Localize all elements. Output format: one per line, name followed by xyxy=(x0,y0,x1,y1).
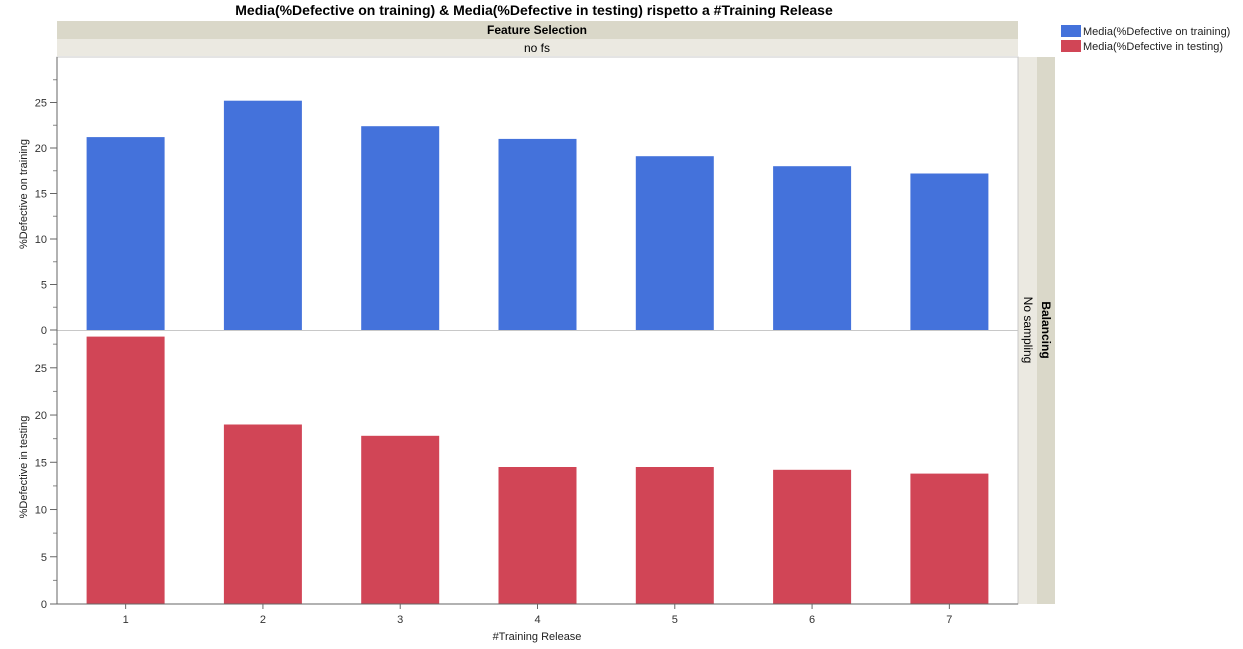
y-tick-label: 15 xyxy=(35,457,47,469)
bar-training-7 xyxy=(910,173,989,330)
column-group-label: Feature Selection xyxy=(487,23,587,37)
bar-testing-4 xyxy=(498,467,577,604)
bar-testing-7 xyxy=(910,473,989,604)
y-axis-label-training: %Defective on training xyxy=(18,139,30,249)
y-tick-label: 15 xyxy=(35,189,47,201)
x-tick-label: 4 xyxy=(534,614,540,626)
legend-label-testing: Media(%Defective in testing) xyxy=(1083,41,1223,53)
bar-training-1 xyxy=(86,137,165,330)
x-tick-label: 7 xyxy=(946,614,952,626)
y-tick-label: 0 xyxy=(41,325,47,337)
y-tick-label: 25 xyxy=(35,363,47,375)
x-tick-label: 3 xyxy=(397,614,403,626)
bar-testing-5 xyxy=(635,467,714,604)
y-tick-label: 10 xyxy=(35,505,47,517)
bar-training-6 xyxy=(773,166,852,330)
bar-training-2 xyxy=(223,100,302,330)
bar-training-3 xyxy=(361,126,440,330)
row-group-label: Balancing xyxy=(1039,301,1053,358)
row-group-header xyxy=(1037,57,1055,604)
column-level-label: no fs xyxy=(524,41,550,55)
bar-training-4 xyxy=(498,138,577,330)
y-tick-label: 10 xyxy=(35,234,47,246)
legend-swatch-testing xyxy=(1061,40,1081,52)
x-axis-layer: 1 2 3 4 5 6 7 xyxy=(57,603,1018,626)
y-tick-label: 5 xyxy=(41,552,47,564)
row-level-label: No sampling xyxy=(1021,297,1035,364)
y-tick-label: 0 xyxy=(41,599,47,611)
y-tick-label: 25 xyxy=(35,98,47,110)
legend: Media(%Defective on training) Media(%Def… xyxy=(1061,25,1230,53)
legend-swatch-training xyxy=(1061,25,1081,37)
y-tick-label: 20 xyxy=(35,143,47,155)
bar-testing-1 xyxy=(86,336,165,604)
column-group-header xyxy=(57,21,1018,39)
y-tick-label: 20 xyxy=(35,410,47,422)
bar-testing-2 xyxy=(223,424,302,604)
x-tick-label: 2 xyxy=(260,614,266,626)
row-level-header xyxy=(1018,57,1037,604)
x-tick-label: 1 xyxy=(123,614,129,626)
bar-training-5 xyxy=(635,156,714,330)
bar-testing-6 xyxy=(773,469,852,604)
x-tick-label: 6 xyxy=(809,614,815,626)
bars-layer xyxy=(86,100,989,604)
chart-title: Media(%Defective on training) & Media(%D… xyxy=(235,2,833,18)
x-tick-label: 5 xyxy=(672,614,678,626)
y-axes-layer: 0 5 10 15 20 25 0 5 10 15 20 25 xyxy=(35,57,58,611)
bar-testing-3 xyxy=(361,435,440,604)
column-level-header xyxy=(57,39,1018,56)
legend-label-training: Media(%Defective on training) xyxy=(1083,26,1230,38)
y-axis-label-testing: %Defective in testing xyxy=(18,416,30,519)
x-axis-label: #Training Release xyxy=(493,631,582,643)
y-tick-label: 5 xyxy=(41,280,47,292)
